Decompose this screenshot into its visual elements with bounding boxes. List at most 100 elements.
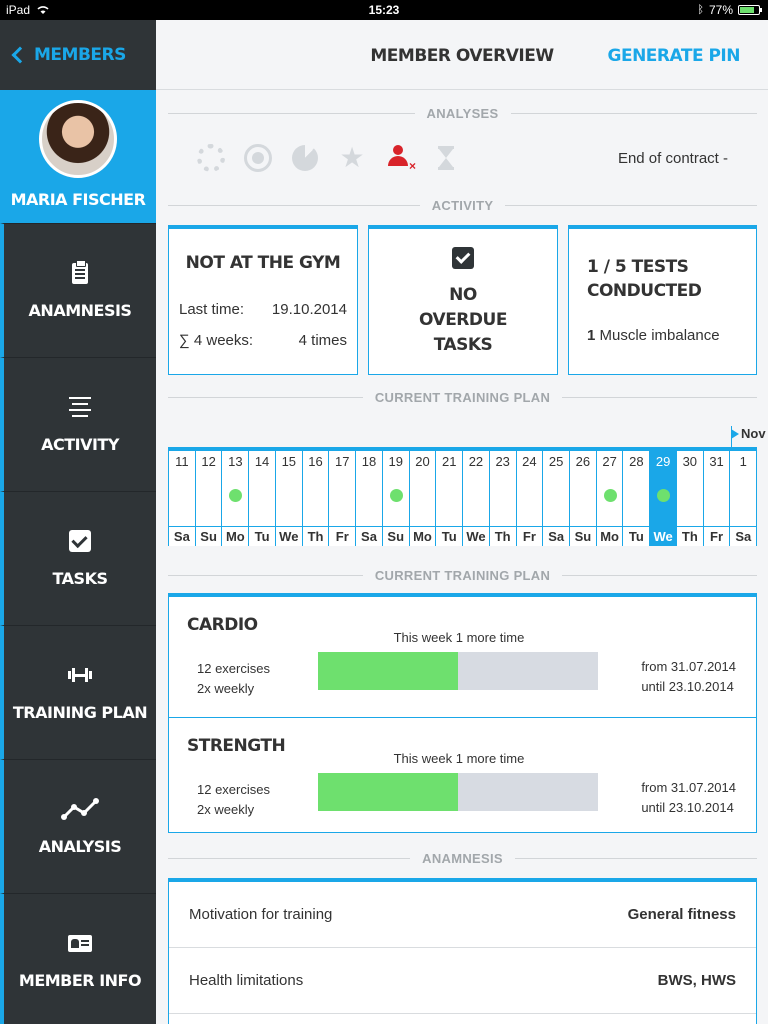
workout-dot (657, 489, 671, 502)
avatar (39, 100, 117, 178)
hourglass-icon[interactable] (431, 143, 461, 173)
gym-attendance-card[interactable]: NOT AT THE GYM Last time: 19.10.2014 ∑ 4 … (168, 225, 358, 375)
generate-pin-button[interactable]: GENERATE PIN (607, 46, 741, 66)
day-number: 16 (308, 454, 323, 469)
progress-bar (318, 773, 598, 811)
day-name: Fr (516, 526, 543, 546)
day-number: 18 (361, 454, 377, 469)
checkbox-icon (452, 247, 474, 269)
sidebar-item-label: TRAINING PLAN (12, 703, 148, 722)
calendar-day[interactable]: 26 Su (570, 451, 597, 546)
calendar-day[interactable]: 11 Sa (169, 451, 196, 546)
plan-meta: 12 exercises 2x weekly (197, 659, 270, 699)
sidebar-item-member-info[interactable]: MEMBER INFO (0, 893, 156, 1024)
day-name: Mo (596, 526, 623, 546)
anamnesis-value: General fitness (627, 906, 736, 923)
progress-fill (318, 773, 458, 811)
workout-dot (229, 489, 243, 502)
sidebar-item-label: ANAMNESIS (28, 301, 132, 320)
calendar-day[interactable]: 20 Mo (409, 451, 437, 546)
id-card-icon (68, 931, 92, 955)
member-profile[interactable]: MARIA FISCHER (0, 90, 156, 223)
workout-dot (603, 489, 617, 502)
calendar-day[interactable]: 28 Tu (623, 451, 651, 546)
calendar-day[interactable]: 16 Th (302, 451, 330, 546)
anamnesis-row[interactable]: Health limitations BWS, HWS (169, 948, 756, 1014)
gym-status-title: NOT AT THE GYM (185, 253, 341, 273)
plan-meta: 12 exercises 2x weekly (197, 780, 270, 820)
calendar-day[interactable]: 29 We (650, 451, 677, 546)
day-name: Th (489, 526, 516, 546)
day-name: Tu (436, 526, 463, 546)
day-number: 19 (388, 454, 403, 469)
anamnesis-label: Motivation for training (189, 906, 333, 923)
calendar-day[interactable]: 21 Tu (436, 451, 464, 546)
four-weeks-row: ∑ 4 weeks: 4 times (179, 332, 347, 349)
calendar-day[interactable]: 23 Th (489, 451, 517, 546)
tasks-line: TASKS (433, 335, 493, 355)
person-x-icon[interactable]: × (384, 143, 416, 173)
header: MEMBER OVERVIEW GENERATE PIN (156, 20, 768, 90)
tasks-card[interactable]: NO OVERDUE TASKS (368, 225, 558, 375)
plan-until: until 23.10.2014 (641, 679, 734, 694)
plan-until: until 23.10.2014 (641, 800, 734, 815)
calendar-day[interactable]: 17 Fr (329, 451, 357, 546)
section-header-training-calendar: CURRENT TRAINING PLAN (168, 390, 757, 405)
calendar-day[interactable]: 19 Su (382, 451, 410, 546)
tests-subtitle: CONDUCTED (587, 281, 702, 301)
day-name: Fr (703, 526, 730, 546)
calendar-day[interactable]: 15 We (275, 451, 303, 546)
test-result: 1 Muscle imbalance (587, 327, 720, 344)
calendar-day[interactable]: 30 Th (676, 451, 704, 546)
anamnesis-row[interactable]: Motivation for training General fitness (169, 882, 756, 948)
bluetooth-icon: ᛒ (697, 4, 704, 16)
target-icon[interactable] (243, 143, 273, 173)
plan-row-strength[interactable]: STRENGTH This week 1 more time 12 exerci… (169, 717, 756, 835)
kv-value: 4 times (298, 332, 347, 349)
calendar-day[interactable]: 25 Sa (543, 451, 571, 546)
sidebar-item-training-plan[interactable]: TRAINING PLAN (0, 625, 156, 759)
dotted-ring-icon[interactable] (196, 143, 226, 173)
calendar-day[interactable]: 31 Fr (703, 451, 731, 546)
calendar-day[interactable]: 27 Mo (596, 451, 624, 546)
progress-bar (318, 652, 598, 690)
sidebar-item-tasks[interactable]: TASKS (0, 491, 156, 625)
calendar-day[interactable]: 22 We (463, 451, 490, 546)
section-label: ACTIVITY (431, 197, 494, 213)
dumbbell-icon (68, 663, 93, 687)
day-number: 29 (655, 454, 671, 469)
day-name: Su (570, 526, 596, 546)
calendar-day[interactable]: 24 Fr (516, 451, 544, 546)
day-number: 12 (201, 454, 216, 469)
back-to-members-button[interactable]: MEMBERS (0, 20, 156, 90)
calendar-day[interactable]: 14 Tu (249, 451, 276, 546)
line-chart-icon (61, 798, 99, 820)
day-number: 15 (281, 454, 297, 469)
sidebar-item-activity[interactable]: ACTIVITY (0, 357, 156, 491)
plan-frequency: 2x weekly (197, 681, 255, 696)
day-name: We (275, 526, 302, 546)
plan-name: CARDIO (187, 615, 258, 635)
calendar-day[interactable]: 13 Mo (222, 451, 250, 546)
tasks-line: OVERDUE (419, 310, 507, 330)
workout-dot (389, 489, 403, 502)
progress-fill (318, 652, 458, 690)
calendar-day[interactable]: 1 Sa (730, 451, 758, 546)
day-number: 23 (495, 454, 510, 469)
month-marker: Nov (731, 426, 766, 441)
calendar-day[interactable]: 12 Su (195, 451, 223, 546)
day-number: 25 (548, 454, 564, 469)
battery-percent: 77% (708, 3, 733, 17)
calendar-day[interactable]: 18 Sa (356, 451, 383, 546)
tests-card[interactable]: 1 / 5 TESTS CONDUCTED 1 Muscle imbalance (568, 225, 757, 375)
plan-frequency: 2x weekly (197, 802, 255, 817)
anamnesis-label: Health limitations (189, 972, 304, 989)
sidebar-item-analysis[interactable]: ANALYSIS (0, 759, 156, 893)
pie-icon[interactable] (290, 143, 320, 173)
analyses-row: ★ × End of contract - (196, 140, 756, 176)
star-icon[interactable]: ★ (339, 142, 365, 173)
sidebar-item-label: MEMBER INFO (18, 971, 142, 990)
sidebar-item-anamnesis[interactable]: ANAMNESIS (0, 223, 156, 357)
plan-row-cardio[interactable]: CARDIO This week 1 more time 12 exercise… (169, 597, 756, 715)
day-name: Tu (249, 526, 275, 546)
